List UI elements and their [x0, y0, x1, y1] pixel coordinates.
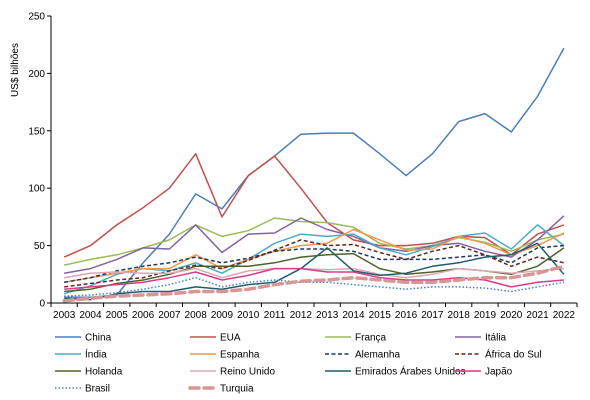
legend-item: França: [325, 333, 387, 344]
x-tick-label: 2009: [211, 310, 234, 321]
legend-label: Brasil: [85, 384, 110, 395]
x-tick-label: 2012: [290, 310, 313, 321]
legend-label: Turquia: [220, 384, 254, 395]
legend-item: Brasil: [55, 384, 110, 395]
x-tick-label: 2016: [395, 310, 418, 321]
legend-item: Itália: [455, 333, 507, 344]
series-line: [64, 215, 565, 274]
y-axis-label: US$ bilhões: [10, 43, 21, 97]
x-tick-label: 2004: [79, 310, 102, 321]
legend-label: Holanda: [85, 367, 123, 378]
legend-label: Reino Unido: [220, 367, 275, 378]
series-line: [62, 264, 566, 303]
legend-label: África do Sul: [485, 348, 542, 361]
legend-item: Índia: [55, 348, 107, 361]
x-tick-label: 2019: [474, 310, 497, 321]
legend-item: Alemanha: [325, 350, 400, 361]
y-tick-label: 250: [28, 12, 45, 23]
series-line: [63, 153, 565, 258]
legend-label: EUA: [220, 333, 241, 344]
legend-item: China: [55, 333, 112, 344]
legend-item: África do Sul: [455, 348, 542, 361]
y-tick-label: 150: [28, 126, 45, 137]
legend-label: Índia: [85, 348, 107, 361]
legend-label: Espanha: [220, 350, 260, 361]
series-line: [64, 242, 565, 301]
series-line: [64, 47, 565, 299]
series-line: [64, 276, 565, 297]
x-tick-label: 2017: [421, 310, 444, 321]
legend-item: Espanha: [190, 350, 260, 361]
legend-label: Itália: [485, 333, 507, 344]
legend-item: Holanda: [55, 367, 123, 378]
x-tick-label: 2018: [448, 310, 471, 321]
series-line: [64, 239, 565, 288]
series-line: [64, 244, 564, 284]
y-tick-label: 100: [28, 184, 45, 195]
x-tick-label: 2020: [500, 310, 523, 321]
x-tick-label: 2021: [526, 310, 549, 321]
x-tick-label: 2008: [185, 310, 208, 321]
x-tick-label: 2013: [316, 310, 339, 321]
x-tick-label: 2010: [237, 310, 260, 321]
x-tick-label: 2007: [158, 310, 181, 321]
x-tick-label: 2011: [264, 310, 286, 321]
series-line: [64, 267, 564, 279]
series-line: [64, 228, 565, 284]
legend-item: Turquia: [188, 384, 254, 395]
legend-label: Alemanha: [355, 350, 400, 361]
x-tick-label: 2022: [553, 310, 576, 321]
x-tick-label: 2003: [53, 310, 76, 321]
legend-item: Japão: [455, 367, 513, 378]
legend-label: Japão: [485, 367, 513, 378]
series-line: [64, 267, 564, 290]
series-line: [63, 224, 565, 295]
legend-item: Reino Unido: [190, 367, 275, 378]
legend-label: Emirados Árabes Unidos: [355, 365, 466, 378]
y-tick-label: 50: [34, 241, 46, 252]
y-tick-label: 0: [39, 299, 45, 310]
legend: China EUA França Itália Índia Espanha Alemanha…: [55, 333, 542, 395]
x-tick-label: 2006: [132, 310, 155, 321]
x-tick-label: 2015: [369, 310, 392, 321]
legend-item: Emirados Árabes Unidos: [325, 365, 466, 378]
x-tick-label: 2014: [342, 310, 365, 321]
x-tick-label: 2005: [106, 310, 129, 321]
legend-label: França: [355, 333, 387, 344]
legend-label: China: [85, 333, 112, 344]
y-tick-label: 200: [28, 69, 45, 80]
legend-item: EUA: [190, 333, 241, 344]
